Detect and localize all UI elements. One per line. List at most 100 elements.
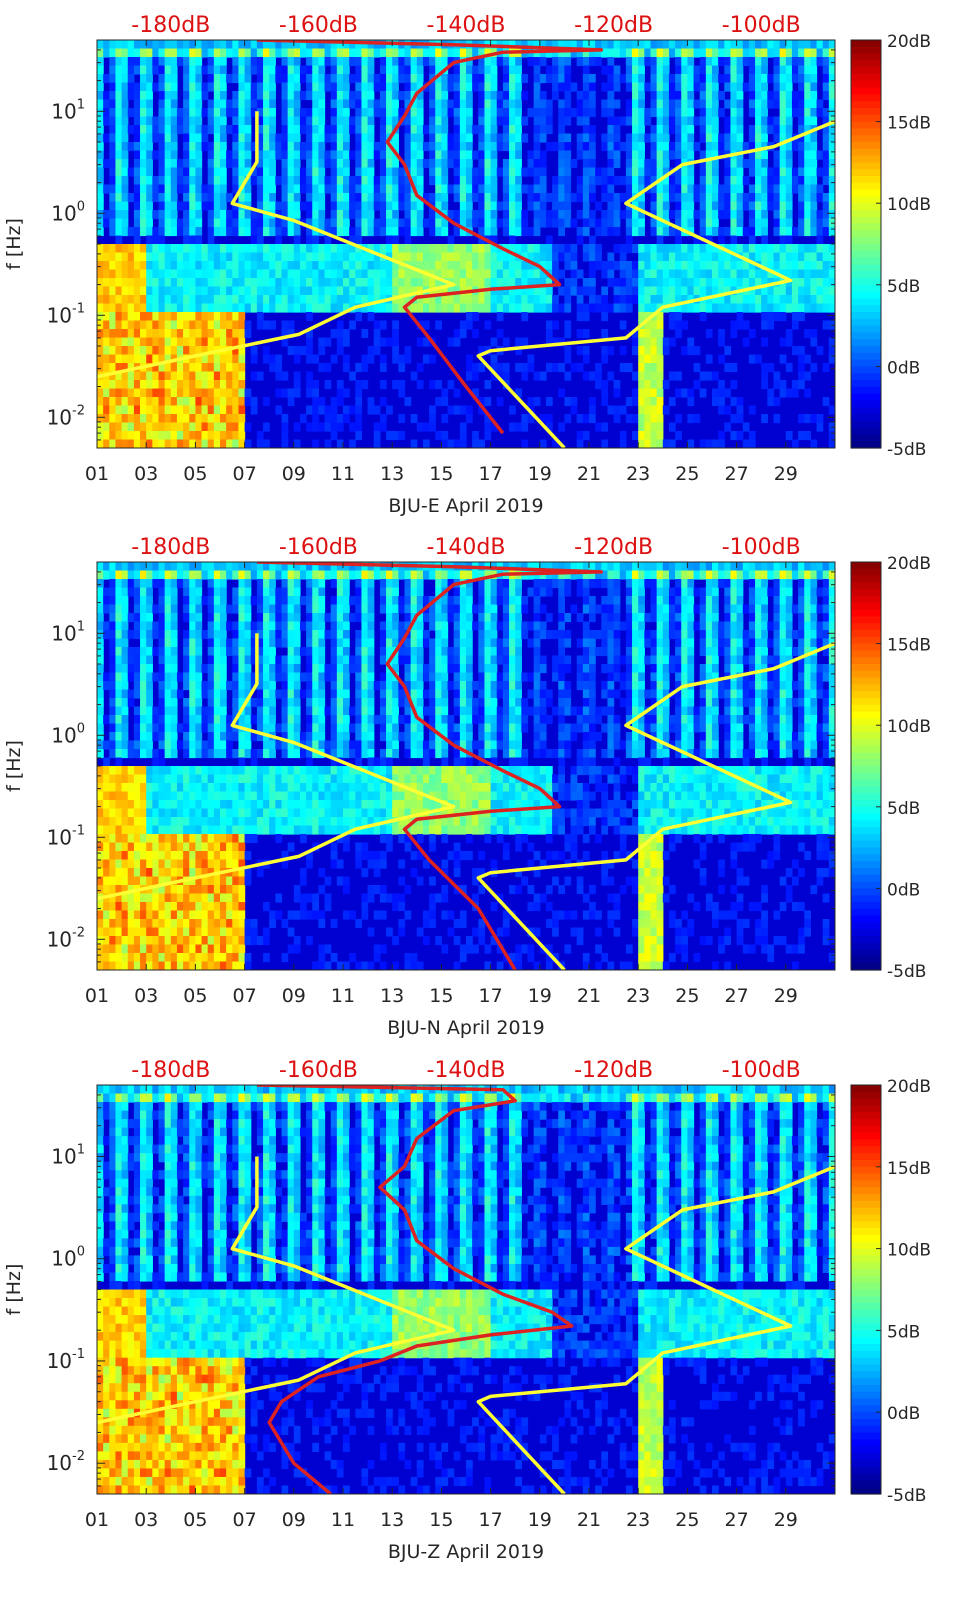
x-tick-label: 19: [528, 985, 552, 1007]
top-db-label: -140dB: [427, 13, 506, 38]
x-tick-label: 13: [380, 985, 404, 1007]
y-tick-label: 10-2: [47, 403, 85, 429]
colorbar-label: 5dB: [887, 277, 920, 297]
x-tick-label: 01: [85, 1509, 109, 1531]
x-axis-label: BJU-Z April 2019: [388, 1541, 544, 1563]
colorbar-label: -5dB: [887, 1486, 926, 1506]
colorbar-label: 15dB: [887, 636, 931, 656]
x-tick-label: 17: [479, 463, 503, 485]
colorbar-label: 0dB: [887, 880, 920, 900]
top-db-label: -140dB: [427, 535, 506, 560]
colorbar-label: 10dB: [887, 1241, 931, 1261]
top-db-label: -180dB: [131, 1058, 210, 1083]
x-tick-label: 21: [577, 1509, 601, 1531]
colorbar-label: 15dB: [887, 114, 931, 134]
x-axis-label: BJU-E April 2019: [388, 495, 543, 517]
x-tick-label: 07: [233, 463, 257, 485]
top-db-label: -100dB: [722, 535, 801, 560]
x-tick-label: 17: [479, 985, 503, 1007]
x-tick-label: 15: [429, 463, 453, 485]
x-tick-label: 09: [282, 463, 306, 485]
top-db-label: -180dB: [131, 535, 210, 560]
colorbar-label: 20dB: [887, 554, 931, 574]
x-tick-label: 15: [429, 985, 453, 1007]
y-tick-label: 100: [51, 199, 85, 225]
top-db-label: -100dB: [722, 1058, 801, 1083]
spectrogram-heatmap: [97, 1085, 836, 1495]
x-tick-label: 05: [183, 985, 207, 1007]
colorbar-label: 10dB: [887, 717, 931, 737]
x-tick-label: 23: [626, 985, 650, 1007]
x-tick-label: 29: [774, 1509, 798, 1531]
colorbar-label: 5dB: [887, 1322, 920, 1342]
x-tick-label: 09: [282, 985, 306, 1007]
top-db-label: -160dB: [279, 1058, 358, 1083]
x-tick-label: 09: [282, 1509, 306, 1531]
x-tick-label: 07: [233, 985, 257, 1007]
x-tick-label: 27: [725, 463, 749, 485]
x-tick-label: 21: [577, 463, 601, 485]
colorbar-label: 0dB: [887, 358, 920, 378]
colorbar: 20dB 15dB 10dB 5dB 0dB -5dB: [851, 1077, 931, 1506]
x-tick-label: 29: [774, 985, 798, 1007]
top-db-label: -180dB: [131, 13, 210, 38]
top-db-label: -120dB: [574, 1058, 653, 1083]
y-tick-label: 10-2: [47, 1449, 85, 1475]
x-tick-label: 03: [134, 463, 158, 485]
y-axis-label: f [Hz]: [3, 1264, 25, 1316]
x-tick-label: 03: [134, 985, 158, 1007]
colorbar-label: 0dB: [887, 1404, 920, 1424]
x-tick-label: 07: [233, 1509, 257, 1531]
top-db-label: -160dB: [279, 13, 358, 38]
top-db-label: -100dB: [722, 13, 801, 38]
colorbar-label: -5dB: [887, 440, 926, 460]
x-tick-label: 19: [528, 1509, 552, 1531]
x-tick-label: 19: [528, 463, 552, 485]
spectrogram-heatmap: [97, 562, 836, 971]
colorbar-label: 10dB: [887, 195, 931, 215]
y-tick-label: 10-1: [47, 823, 85, 849]
x-tick-label: 11: [331, 463, 355, 485]
y-tick-label: 101: [51, 619, 85, 645]
y-axis-label: f [Hz]: [3, 218, 25, 270]
y-tick-label: 100: [51, 1245, 85, 1271]
x-tick-label: 13: [380, 1509, 404, 1531]
x-tick-label: 23: [626, 1509, 650, 1531]
y-tick-label: 100: [51, 721, 85, 747]
x-tick-label: 15: [429, 1509, 453, 1531]
colorbar-label: 15dB: [887, 1159, 931, 1179]
x-tick-label: 05: [183, 463, 207, 485]
top-db-label: -140dB: [427, 1058, 506, 1083]
x-tick-label: 01: [85, 463, 109, 485]
x-tick-label: 11: [331, 1509, 355, 1531]
top-db-label: -160dB: [279, 535, 358, 560]
x-tick-label: 23: [626, 463, 650, 485]
colorbar: 20dB 15dB 10dB 5dB 0dB -5dB: [851, 32, 931, 460]
y-tick-label: 101: [51, 1142, 85, 1168]
colorbar-label: 5dB: [887, 799, 920, 819]
x-tick-label: 25: [675, 985, 699, 1007]
x-tick-label: 27: [725, 1509, 749, 1531]
x-tick-label: 21: [577, 985, 601, 1007]
colorbar-label: 20dB: [887, 32, 931, 52]
colorbar-label: -5dB: [887, 962, 926, 982]
y-tick-label: 10-1: [47, 301, 85, 327]
x-tick-label: 01: [85, 985, 109, 1007]
y-tick-label: 10-1: [47, 1347, 85, 1373]
colorbar-label: 20dB: [887, 1077, 931, 1097]
x-tick-label: 25: [675, 463, 699, 485]
x-tick-label: 13: [380, 463, 404, 485]
x-tick-label: 27: [725, 985, 749, 1007]
top-db-label: -120dB: [574, 535, 653, 560]
y-tick-label: 101: [51, 97, 85, 123]
x-tick-label: 11: [331, 985, 355, 1007]
x-tick-label: 03: [134, 1509, 158, 1531]
top-db-label: -120dB: [574, 13, 653, 38]
x-tick-label: 25: [675, 1509, 699, 1531]
y-tick-label: 10-2: [47, 925, 85, 951]
